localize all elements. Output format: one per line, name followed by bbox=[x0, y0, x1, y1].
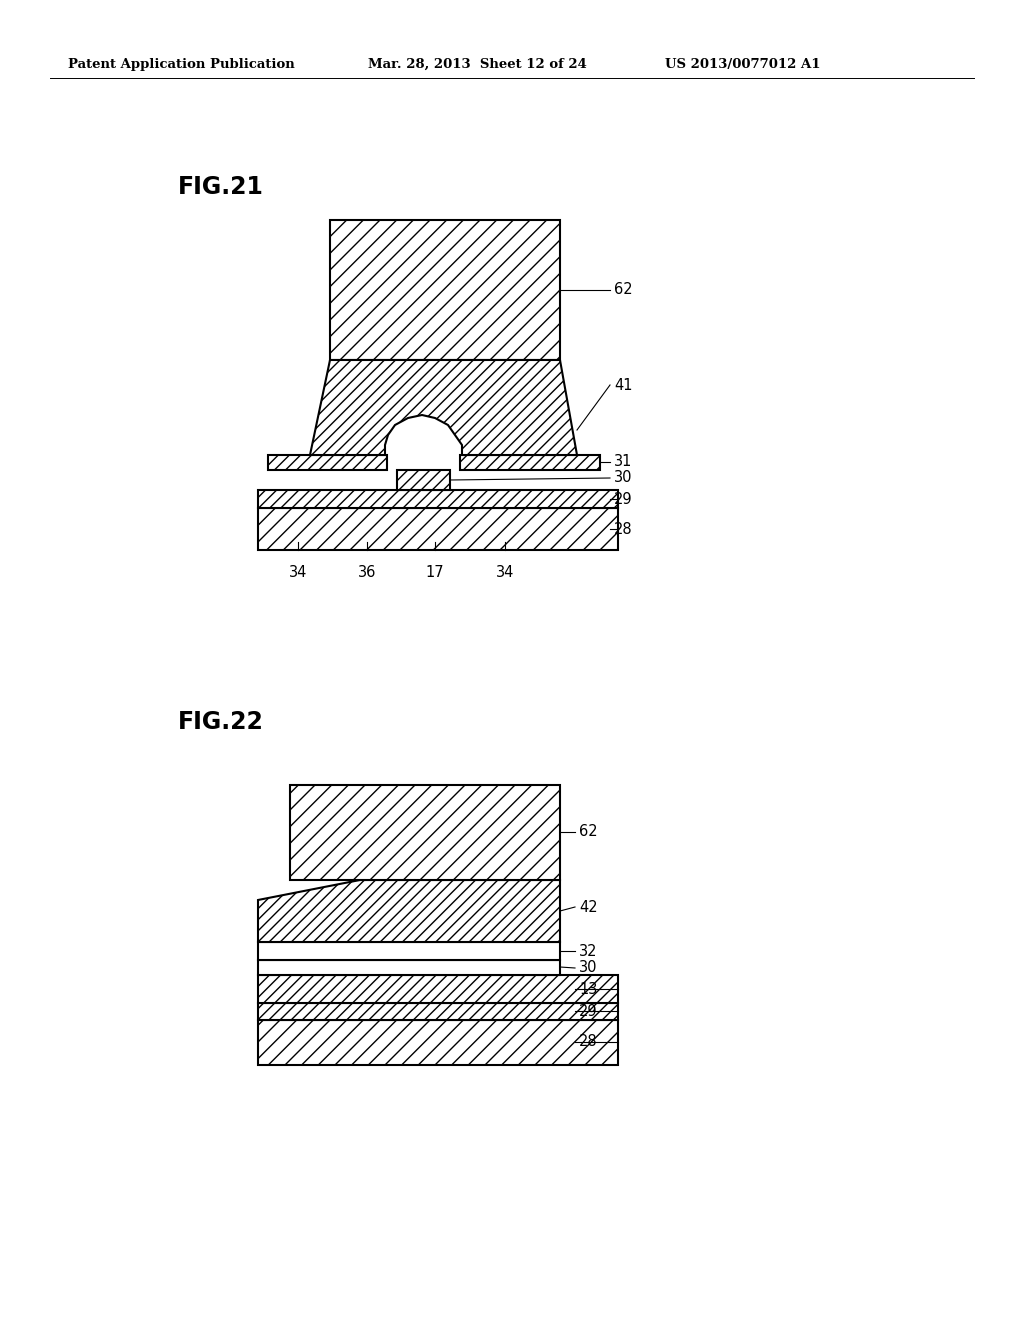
Polygon shape bbox=[460, 455, 600, 470]
Polygon shape bbox=[258, 1003, 618, 1020]
Text: 29: 29 bbox=[579, 1003, 598, 1019]
Text: 28: 28 bbox=[614, 521, 633, 536]
Polygon shape bbox=[258, 975, 618, 1003]
Polygon shape bbox=[258, 490, 618, 508]
Text: 36: 36 bbox=[357, 565, 376, 579]
Text: 30: 30 bbox=[579, 961, 597, 975]
Polygon shape bbox=[290, 785, 560, 880]
Polygon shape bbox=[258, 960, 560, 975]
Polygon shape bbox=[258, 508, 618, 550]
Text: 34: 34 bbox=[289, 565, 307, 579]
Text: Mar. 28, 2013  Sheet 12 of 24: Mar. 28, 2013 Sheet 12 of 24 bbox=[368, 58, 587, 71]
Text: 31: 31 bbox=[614, 454, 633, 470]
Text: 32: 32 bbox=[579, 944, 597, 958]
Polygon shape bbox=[258, 880, 560, 942]
Text: 62: 62 bbox=[579, 825, 598, 840]
Text: 62: 62 bbox=[614, 282, 633, 297]
Text: FIG.21: FIG.21 bbox=[178, 176, 264, 199]
Text: 13: 13 bbox=[579, 982, 597, 997]
Text: US 2013/0077012 A1: US 2013/0077012 A1 bbox=[665, 58, 820, 71]
Text: 29: 29 bbox=[614, 491, 633, 507]
Polygon shape bbox=[258, 942, 560, 960]
Text: Patent Application Publication: Patent Application Publication bbox=[68, 58, 295, 71]
Text: 30: 30 bbox=[614, 470, 633, 486]
Text: 17: 17 bbox=[426, 565, 444, 579]
Text: 42: 42 bbox=[579, 899, 598, 915]
Polygon shape bbox=[397, 470, 450, 490]
Polygon shape bbox=[258, 1020, 618, 1065]
Text: 34: 34 bbox=[496, 565, 514, 579]
Text: 41: 41 bbox=[614, 378, 633, 392]
Text: 28: 28 bbox=[579, 1035, 598, 1049]
Polygon shape bbox=[268, 455, 387, 470]
Text: FIG.22: FIG.22 bbox=[178, 710, 264, 734]
Polygon shape bbox=[310, 360, 577, 455]
Polygon shape bbox=[330, 220, 560, 360]
